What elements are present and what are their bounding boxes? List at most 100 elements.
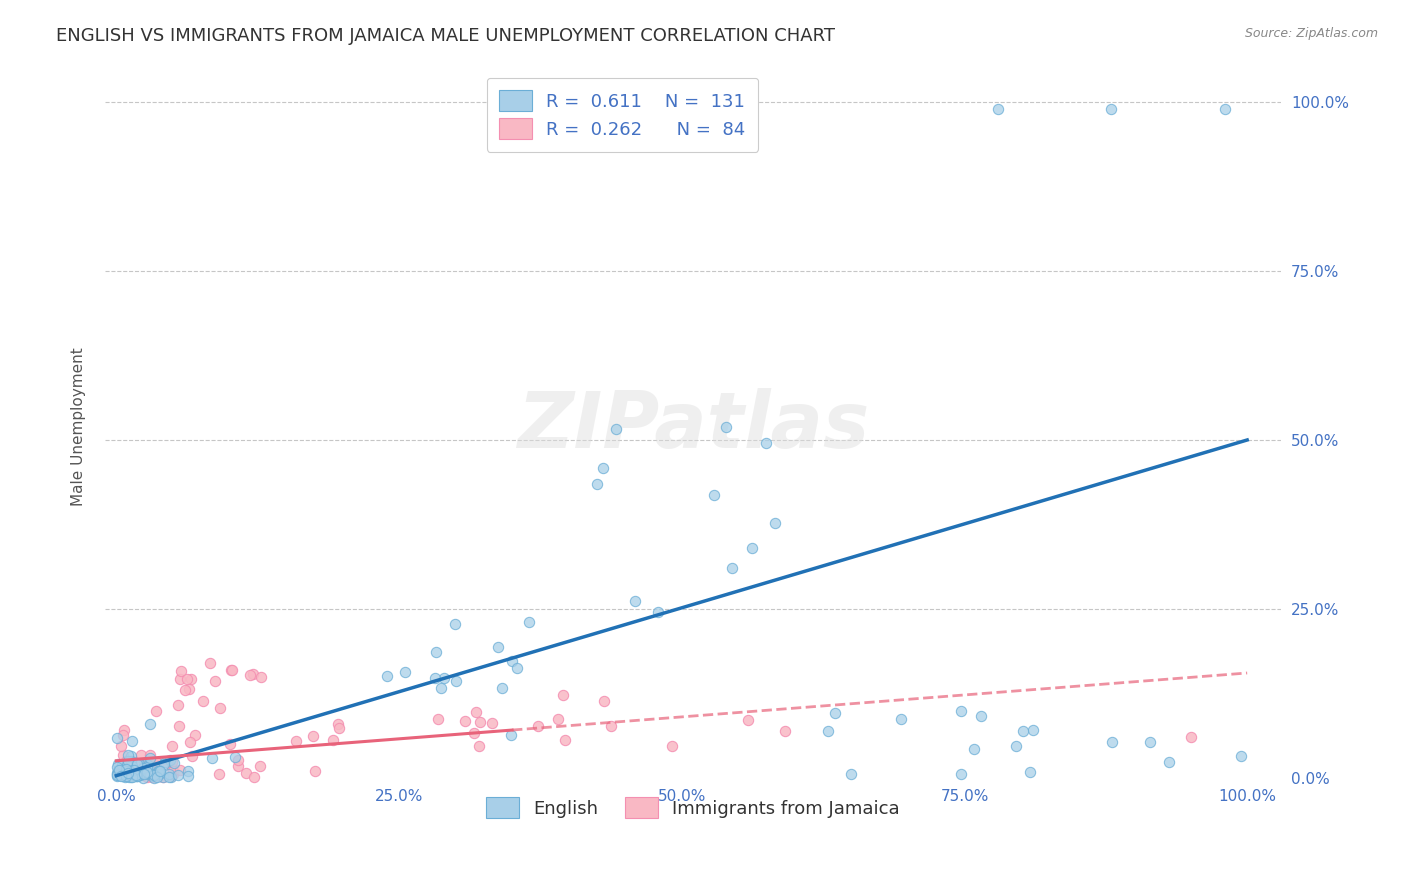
Point <box>204 673 226 688</box>
Point <box>605 422 627 436</box>
Point <box>506 661 529 675</box>
Point <box>105 768 128 782</box>
Point <box>890 713 912 727</box>
Point <box>824 706 846 720</box>
Point <box>593 694 616 708</box>
Point <box>1159 756 1181 770</box>
Point <box>135 765 157 780</box>
Point <box>115 764 138 779</box>
Point <box>145 755 167 769</box>
Point <box>1012 723 1035 738</box>
Point <box>157 770 180 784</box>
Point <box>949 704 972 718</box>
Point <box>111 758 134 772</box>
Point <box>108 764 131 778</box>
Point <box>149 765 172 780</box>
Y-axis label: Male Unemployment: Male Unemployment <box>72 347 86 506</box>
Point <box>108 767 131 781</box>
Point <box>117 755 139 769</box>
Point <box>135 757 157 772</box>
Point <box>108 768 131 782</box>
Point <box>599 719 621 733</box>
Point <box>141 770 163 784</box>
Point <box>136 764 159 779</box>
Point <box>174 683 197 698</box>
Point <box>239 668 262 682</box>
Point <box>112 764 135 778</box>
Point <box>110 739 132 754</box>
Point <box>107 756 129 771</box>
Point <box>176 672 198 686</box>
Point <box>1229 749 1251 764</box>
Point <box>128 756 150 771</box>
Point <box>136 759 159 773</box>
Point <box>167 718 190 732</box>
Point <box>145 770 167 784</box>
Point <box>125 767 148 781</box>
Point <box>501 654 523 668</box>
Point <box>193 694 215 708</box>
Point <box>661 739 683 754</box>
Point <box>159 753 181 767</box>
Point <box>486 640 509 655</box>
Point <box>162 766 184 780</box>
Point <box>115 764 138 778</box>
Point <box>127 769 149 783</box>
Point <box>111 747 134 762</box>
Point <box>647 605 669 619</box>
Point <box>114 770 136 784</box>
Point <box>138 767 160 781</box>
Point <box>112 723 135 737</box>
Point <box>117 758 139 772</box>
Text: ZIPatlas: ZIPatlas <box>517 389 869 465</box>
Point <box>970 708 993 723</box>
Point <box>243 770 266 784</box>
Point <box>134 767 156 781</box>
Point <box>121 770 143 784</box>
Point <box>128 768 150 782</box>
Point <box>117 748 139 763</box>
Point <box>129 766 152 780</box>
Point <box>142 766 165 780</box>
Point <box>141 766 163 780</box>
Point <box>817 723 839 738</box>
Point <box>322 732 344 747</box>
Point <box>169 672 191 686</box>
Point <box>110 769 132 783</box>
Point <box>250 670 273 684</box>
Point <box>139 756 162 770</box>
Point <box>145 769 167 783</box>
Point <box>124 769 146 783</box>
Point <box>112 763 135 777</box>
Point <box>129 759 152 773</box>
Point <box>554 732 576 747</box>
Point <box>755 436 778 450</box>
Point <box>623 594 645 608</box>
Point <box>120 767 142 781</box>
Point <box>242 667 264 681</box>
Point <box>160 739 183 754</box>
Point <box>1139 735 1161 749</box>
Point <box>592 460 614 475</box>
Point <box>122 755 145 769</box>
Point <box>107 763 129 777</box>
Point <box>468 715 491 730</box>
Point <box>1019 764 1042 779</box>
Point <box>114 762 136 776</box>
Point <box>156 756 179 770</box>
Point <box>221 663 243 677</box>
Point <box>586 476 609 491</box>
Point <box>105 731 128 746</box>
Point <box>160 769 183 783</box>
Point <box>721 560 744 574</box>
Point <box>219 737 242 751</box>
Point <box>1180 730 1202 744</box>
Point <box>987 102 1010 116</box>
Point <box>444 616 467 631</box>
Point <box>114 769 136 783</box>
Point <box>328 722 350 736</box>
Point <box>152 770 174 784</box>
Point <box>125 757 148 772</box>
Point <box>122 763 145 777</box>
Point <box>741 541 763 555</box>
